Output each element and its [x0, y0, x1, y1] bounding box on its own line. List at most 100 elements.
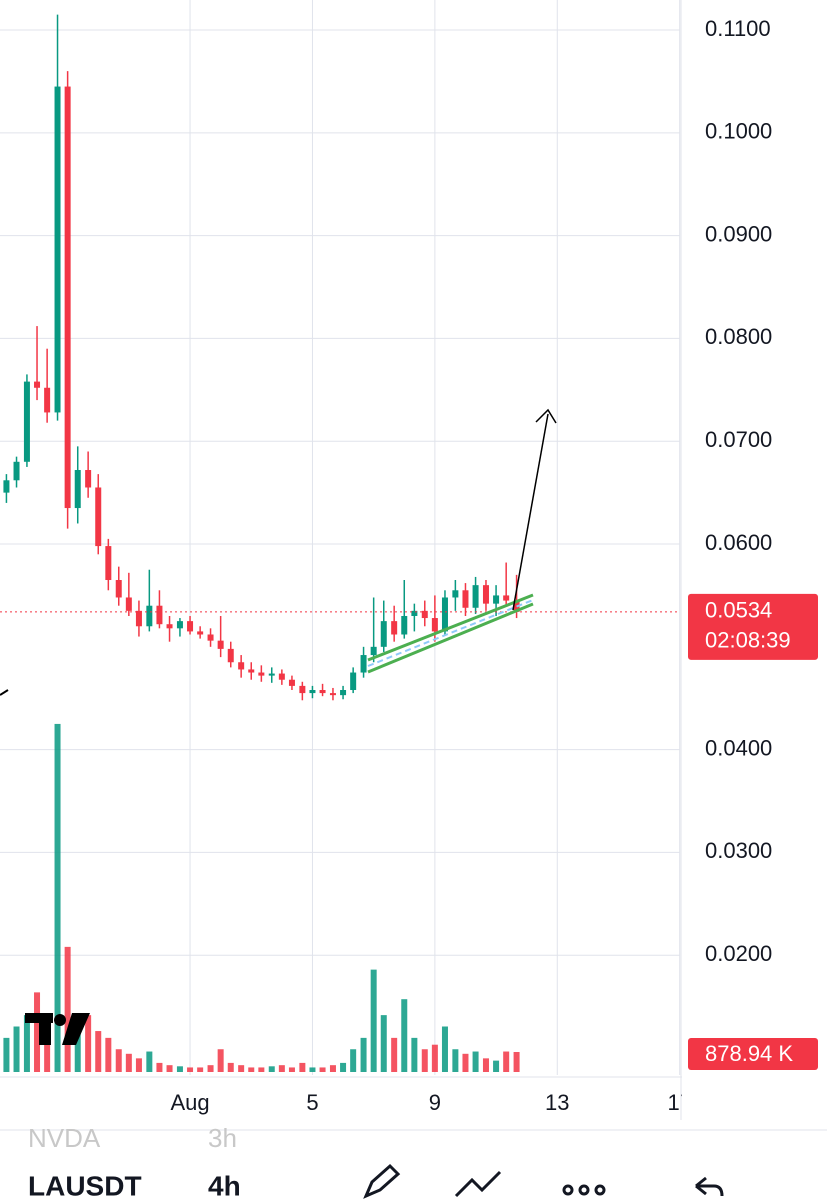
candle-body [85, 470, 92, 488]
candle-body [452, 590, 459, 598]
candle-body [288, 679, 295, 686]
y-tick-label: 0.1100 [705, 16, 771, 41]
volume-bar [3, 1037, 10, 1072]
volume-bar [248, 1067, 255, 1072]
volume-bar [493, 1060, 500, 1072]
volume-bar [238, 1065, 245, 1072]
volume-bar [278, 1065, 285, 1072]
more-icon[interactable] [562, 1184, 606, 1196]
candle-body [421, 610, 428, 619]
candle-body [64, 86, 71, 509]
candle-body [503, 595, 510, 601]
volume-bar [105, 1037, 112, 1072]
y-tick-label: 0.1000 [705, 119, 772, 144]
candle-body [74, 470, 81, 509]
candle-body [309, 690, 316, 694]
volume-bar [13, 1026, 20, 1072]
candle-body [197, 631, 204, 635]
volume-bar [370, 969, 377, 1072]
plot-area: Aug 5 9 13 17 [0, 0, 692, 1115]
volume-bar [513, 1052, 520, 1072]
last-price-box [688, 593, 818, 660]
candle-body [391, 621, 398, 635]
candle-body [156, 605, 163, 625]
candle-body [258, 672, 265, 676]
volume-bar [340, 1062, 347, 1072]
candle-body [248, 669, 255, 673]
candle-body [493, 595, 500, 604]
y-tick-label: 0.0800 [705, 324, 772, 349]
y-tick-label: 0.0300 [705, 838, 772, 863]
volume-bar [197, 1067, 204, 1072]
volume-bar [462, 1053, 469, 1072]
candle-body [135, 610, 142, 627]
volume-bar [482, 1058, 489, 1072]
volume-bar [227, 1062, 234, 1072]
candle-body [23, 381, 30, 462]
indicator-icon[interactable] [454, 1170, 502, 1198]
undo-icon[interactable] [695, 1176, 724, 1197]
candle-body [166, 624, 173, 629]
volume-bar [503, 1051, 510, 1072]
candle-body [401, 615, 408, 635]
volume-bar [309, 1067, 316, 1072]
candle-body [350, 672, 357, 691]
symbol[interactable]: LAUSDT [28, 1170, 142, 1200]
candle-body [13, 461, 20, 481]
candle-body [380, 621, 387, 647]
volume-bar [350, 1049, 357, 1072]
candle-body [44, 387, 51, 413]
candle-body [329, 693, 336, 696]
volume-bar [95, 1031, 102, 1072]
interval[interactable]: 4h [208, 1170, 241, 1200]
volume-bar [44, 1026, 51, 1072]
candle-body [340, 690, 347, 696]
arrow-head [535, 408, 557, 424]
volume-bar [441, 1026, 448, 1072]
x-tick-label: 5 [306, 1090, 318, 1115]
candle-body [431, 618, 438, 632]
ghost-interval: 3h [208, 1123, 237, 1153]
candle-body [95, 487, 102, 547]
candle-body [227, 648, 234, 663]
volume-bar [421, 1049, 428, 1072]
volume-bar [380, 1015, 387, 1072]
candle-body [299, 685, 306, 694]
volume-bar [54, 723, 61, 1072]
channel-line [367, 593, 534, 662]
y-tick-label: 0.0200 [705, 941, 772, 966]
volume-bar [268, 1066, 275, 1072]
volume-bar [64, 946, 71, 1072]
candle-body [187, 621, 194, 632]
volume-bar [360, 1037, 367, 1072]
candle-body [217, 640, 224, 649]
candle-body [411, 610, 418, 616]
volume-bar [34, 992, 41, 1072]
volume-bar [452, 1049, 459, 1072]
volume-bar [187, 1067, 194, 1072]
ghost-symbol: NVDA [28, 1123, 101, 1153]
volume-label-box [688, 1038, 818, 1070]
candle-body [472, 585, 479, 608]
candle-body [115, 580, 122, 598]
volume-bar [156, 1062, 163, 1072]
candle-body [207, 634, 214, 641]
volume-bar [115, 1049, 122, 1072]
volume-bar [401, 999, 408, 1072]
channel-line [367, 602, 534, 674]
draw-icon[interactable] [363, 1163, 401, 1199]
x-tick-label: 13 [545, 1090, 569, 1115]
logo [25, 1013, 90, 1045]
y-tick-label: 0.0700 [705, 427, 772, 452]
candle-body [360, 655, 367, 673]
countdown-label: 02:08:39 [705, 628, 791, 653]
volume-bar [299, 1062, 306, 1072]
candle-body [176, 621, 183, 629]
y-tick-label: 0.0400 [705, 735, 772, 760]
volume-bar [23, 1015, 30, 1072]
volume-bar [472, 1051, 479, 1072]
candle-body [441, 597, 448, 632]
volume-bar [217, 1049, 224, 1072]
volume-label: 878.94 K [705, 1041, 793, 1066]
